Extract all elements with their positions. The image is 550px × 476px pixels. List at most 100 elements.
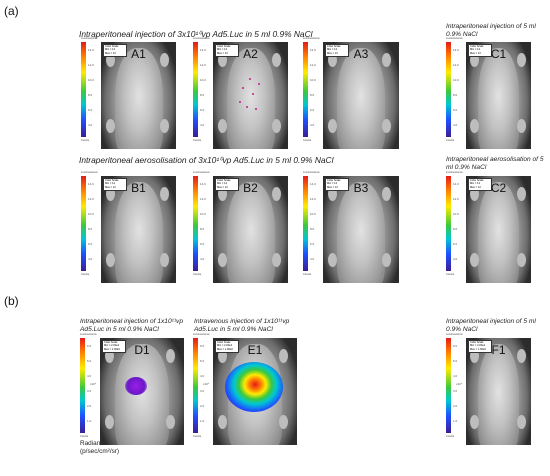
colorbar-tick: 6.0 xyxy=(88,242,93,246)
mouse-image: Color Scale Min = 12 Max = 13 A3 xyxy=(323,42,399,149)
colorbar-tick: 12.0 xyxy=(200,63,206,67)
radiance-label: Radiance (p/sec/cm²/sr) xyxy=(80,440,120,455)
colorbar-tick: 14.0 xyxy=(453,182,459,186)
panel-label: F1 xyxy=(491,343,506,357)
colorbar-title: Luminescence xyxy=(193,333,210,336)
panel-c1: Luminescence 14.0 12.0 10.0 8.0 6.0 4.0 Counts C… xyxy=(446,37,531,149)
colorbar-tick: 4.0 xyxy=(453,374,458,378)
mouse-paw xyxy=(382,253,392,268)
colorbar xyxy=(80,338,85,433)
mouse-image: Color Scale Min = 12 Max = 13 A1 xyxy=(101,42,176,149)
colorbar-tick: 10.0 xyxy=(310,78,316,82)
colorbar-tick: 6.0 xyxy=(200,108,205,112)
panel-c2: Luminescence 14.0 12.0 10.0 8.0 6.0 4.0 Counts C… xyxy=(446,171,531,283)
mouse-image: Color Scale Min = 12 Max = 13 C1 xyxy=(466,42,531,149)
color-scale-line: Max = 13 xyxy=(105,185,116,189)
colorbar-bottom-label: Counts xyxy=(193,435,202,438)
color-scale-line: Min = 12 xyxy=(327,48,338,52)
mouse-paw xyxy=(469,348,479,363)
panel-label: A3 xyxy=(353,47,369,61)
color-scale-line: Color Scale xyxy=(105,179,119,182)
caption-b-e1: Intravenous injection of 1x10¹¹vp Ad5.Lu… xyxy=(194,318,290,333)
colorbar xyxy=(303,42,308,137)
color-scale-box: Color Scale Min = 12 Max = 13 xyxy=(215,44,239,57)
color-scale-line: Color Scale xyxy=(470,341,484,344)
mouse-paw xyxy=(159,253,169,268)
panel-label: B2 xyxy=(243,181,258,195)
color-scale-box: Color Scale Min = 2.00e4 Max = 1.00e6 xyxy=(102,340,126,353)
colorbar-tick: 5.0 xyxy=(453,359,458,363)
colorbar-tick: 8.0 xyxy=(88,93,93,97)
luminescence-signal xyxy=(224,361,283,412)
mouse-body xyxy=(477,182,520,283)
color-scale-line: Color Scale xyxy=(217,341,231,344)
mouse-paw xyxy=(271,52,281,67)
colorbar-tick: 10.0 xyxy=(310,212,316,216)
colorbar-title: Luminescence xyxy=(81,171,98,174)
mouse-image: Color Scale Min = 12 Max = 13 B2 xyxy=(213,176,288,283)
mouse-paw xyxy=(469,186,479,201)
mouse-paw xyxy=(469,253,479,268)
colorbar-tick: 10.0 xyxy=(88,78,94,82)
mouse-paw xyxy=(469,415,479,430)
panel-d1: Luminescence 6.0 5.0 4.0 3.0 2.0 1.0 x10⁶ Counts… xyxy=(80,333,184,445)
colorbar-ticks: 14.0 12.0 10.0 8.0 6.0 4.0 xyxy=(88,42,100,137)
colorbar-tick: 4.0 xyxy=(310,123,315,127)
colorbar-tick: 6.0 xyxy=(88,108,93,112)
colorbar-ticks: 14.0 12.0 10.0 8.0 6.0 4.0 xyxy=(310,42,322,137)
colorbar-tick: 12.0 xyxy=(453,63,459,67)
caption-b-d1: Intraperitoneal injection of 1x10¹¹vp Ad… xyxy=(80,318,183,333)
colorbar-tick: 4.0 xyxy=(200,374,205,378)
color-scale-line: Min = 12 xyxy=(105,48,116,52)
colorbar-tick: 4.0 xyxy=(453,123,458,127)
colorbar-tick: 12.0 xyxy=(200,197,206,201)
colorbar-title: Luminescence xyxy=(446,171,463,174)
colorbar-tick: 10.0 xyxy=(453,78,459,82)
colorbar-bottom-label: Counts xyxy=(446,139,455,142)
panel-f1: Luminescence 6.0 5.0 4.0 3.0 2.0 1.0 x10⁶ Counts… xyxy=(446,333,531,445)
panel-label: A1 xyxy=(131,47,146,61)
mouse-image: Color Scale Min = 12 Max = 13 A2 xyxy=(213,42,288,149)
color-scale-line: Min = 12 xyxy=(105,182,116,186)
color-scale-box: Color Scale Min = 2.00e4 Max = 1.00e6 xyxy=(215,340,239,353)
mouse-paw xyxy=(271,186,281,201)
colorbar-ticks: 6.0 5.0 4.0 3.0 2.0 1.0 x10⁶ xyxy=(453,338,465,433)
color-scale-line: Color Scale xyxy=(217,179,231,182)
colorbar-tick: 8.0 xyxy=(88,227,93,231)
signal-speck xyxy=(238,100,241,103)
colorbar-tick: 14.0 xyxy=(200,182,206,186)
mouse-image: Color Scale Min = 2.00e4 Max = 1.00e6 E1 xyxy=(213,338,297,445)
colorbar-bottom-label: Counts xyxy=(303,273,312,276)
colorbar-ticks: 14.0 12.0 10.0 8.0 6.0 4.0 xyxy=(200,42,212,137)
colorbar xyxy=(446,42,451,137)
mouse-paw xyxy=(327,52,337,67)
colorbar xyxy=(193,338,198,433)
colorbar xyxy=(81,42,86,137)
colorbar-tick: 4.0 xyxy=(453,257,458,261)
colorbar-ticks: 14.0 12.0 10.0 8.0 6.0 4.0 xyxy=(200,176,212,271)
panel-label: C1 xyxy=(490,47,507,61)
mouse-body xyxy=(114,182,163,283)
colorbar-ticks: 14.0 12.0 10.0 8.0 6.0 4.0 xyxy=(310,176,322,271)
colorbar-unit: x10⁶ xyxy=(90,382,97,386)
colorbar xyxy=(193,42,198,137)
caption-a-c2: Intraperitoneal aerosolisation of 5 ml 0… xyxy=(446,156,544,171)
colorbar-ticks: 14.0 12.0 10.0 8.0 6.0 4.0 xyxy=(453,42,465,137)
colorbar-tick: 2.0 xyxy=(87,404,92,408)
colorbar-tick: 1.0 xyxy=(87,419,92,423)
colorbar-tick: 1.0 xyxy=(453,419,458,423)
color-scale-line: Min = 2.00e4 xyxy=(217,344,233,348)
color-scale-line: Min = 12 xyxy=(470,48,481,52)
colorbar-tick: 2.0 xyxy=(453,404,458,408)
mouse-paw xyxy=(382,52,392,67)
colorbar-title: Luminescence xyxy=(193,37,210,40)
color-scale-box: Color Scale Min = 12 Max = 13 xyxy=(215,178,239,191)
colorbar-tick: 5.0 xyxy=(87,359,92,363)
mouse-paw xyxy=(382,186,392,201)
color-scale-box: Color Scale Min = 12 Max = 13 xyxy=(468,178,492,191)
caption-a-row2: Intraperitoneal aerosolisation of 3x10¹⁰… xyxy=(79,155,334,165)
colorbar-tick: 10.0 xyxy=(200,212,206,216)
mouse-paw xyxy=(217,119,227,134)
panel-b3: Luminescence 14.0 12.0 10.0 8.0 6.0 4.0 Counts C… xyxy=(303,171,399,283)
colorbar-tick: 4.0 xyxy=(87,374,92,378)
